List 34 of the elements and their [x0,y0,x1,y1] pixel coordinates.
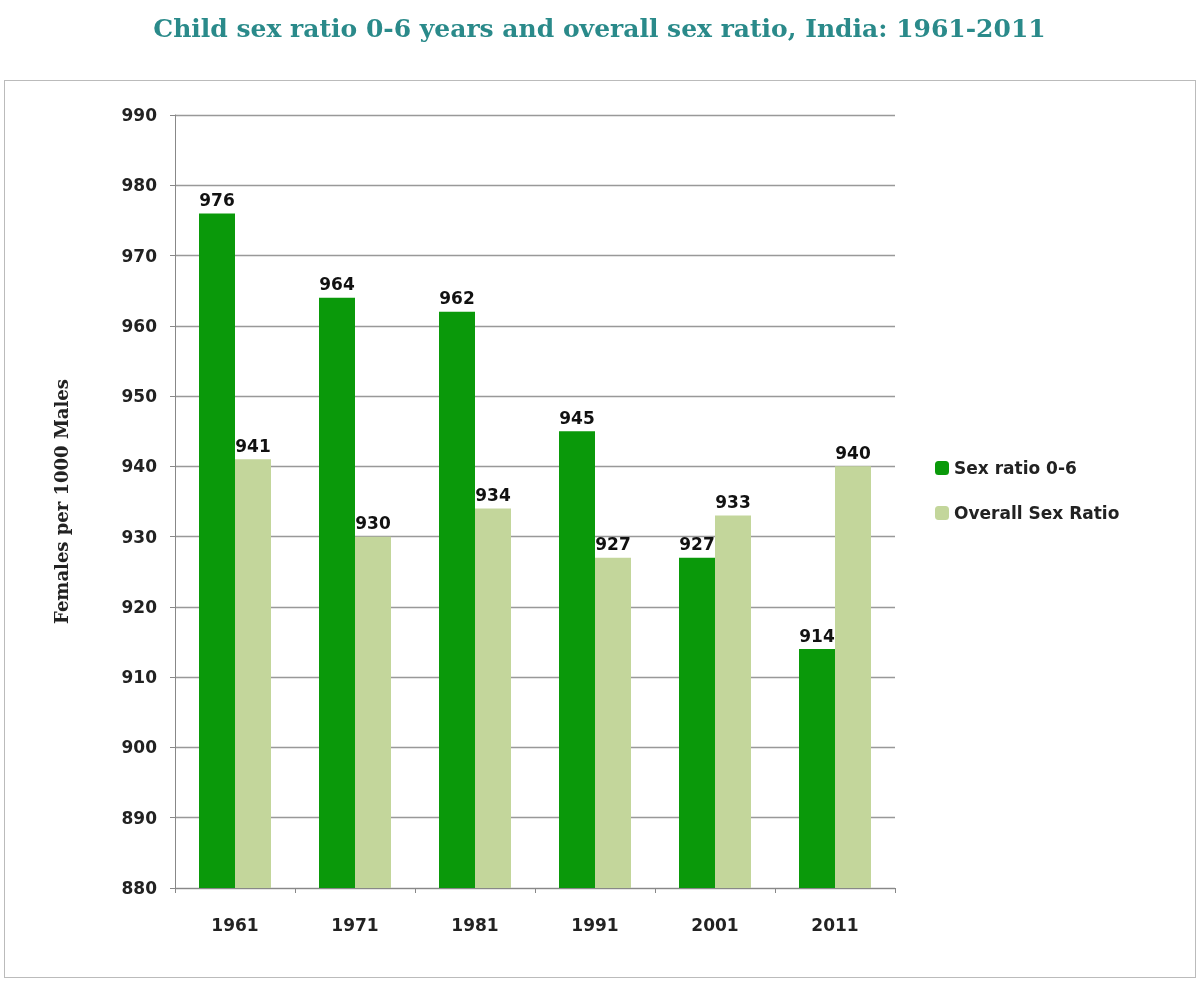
y-tick-label: 980 [121,175,158,196]
y-tick-label: 910 [121,667,158,688]
data-label: 930 [355,513,391,534]
x-tick-label: 1991 [571,914,619,935]
data-label: 941 [235,435,271,456]
data-label: 934 [475,485,511,506]
data-label: 940 [835,442,871,463]
data-label: 962 [439,288,475,309]
x-tick-label: 2011 [811,914,859,935]
y-tick-label: 930 [121,526,158,547]
x-tick-label: 1961 [211,914,259,935]
data-label: 914 [799,625,835,646]
x-tick-label: 2001 [691,914,739,935]
data-label: 927 [679,534,715,555]
y-tick-label: 990 [121,105,158,125]
x-tick-label: 1981 [451,914,499,935]
x-tick-label: 1971 [331,914,379,935]
y-tick-label: 920 [121,596,158,617]
y-tick-label: 890 [121,807,158,828]
y-tick-label: 950 [121,386,158,407]
legend-label: Sex ratio 0-6 [954,458,1077,478]
data-label: 964 [319,274,355,295]
y-tick-label: 900 [121,737,158,758]
data-label: 976 [199,189,235,210]
y-tick-label: 940 [121,456,158,477]
y-tick-label: 970 [121,245,158,266]
y-tick-label: 880 [121,878,158,898]
y-axis-title: Females per 1000 Males [50,379,72,624]
chart-title: Child sex ratio 0-6 years and overall sex ratio, India: 1961-2011 [152,14,1047,43]
data-label: 945 [559,407,595,428]
y-tick-label: 960 [121,315,158,336]
data-label: 927 [595,534,631,555]
legend-label: Overall Sex Ratio [954,503,1120,523]
data-label: 933 [715,492,751,513]
